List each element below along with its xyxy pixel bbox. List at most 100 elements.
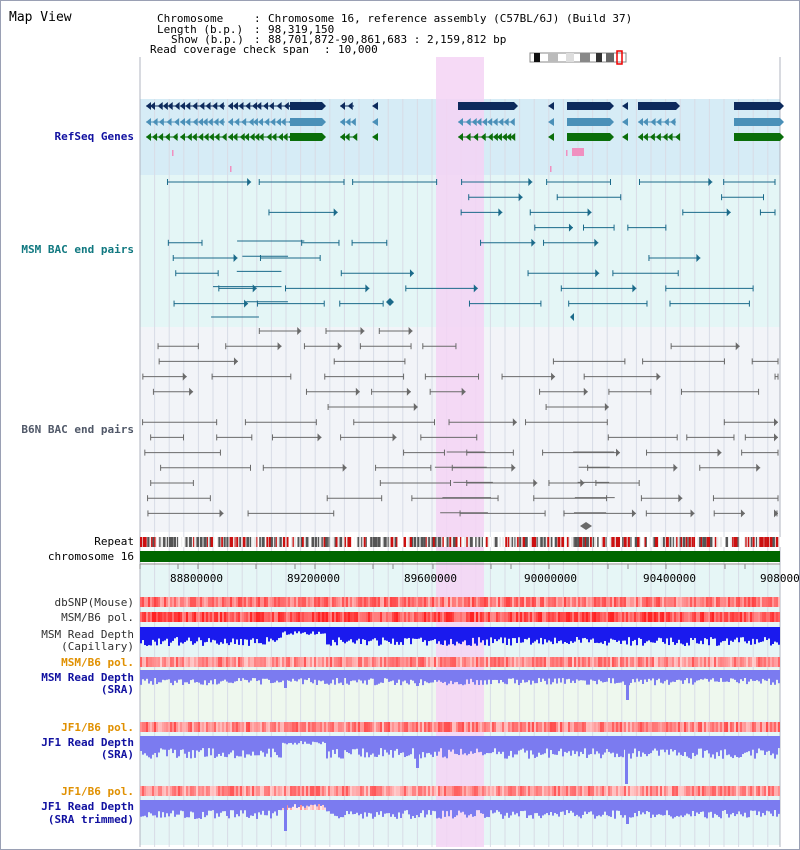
- heat-cell: [498, 597, 500, 607]
- heat-cell: [660, 786, 662, 796]
- heat-cell: [140, 786, 142, 796]
- heat-cell: [696, 657, 698, 667]
- heat-cell: [608, 597, 610, 607]
- heat-cell: [184, 657, 186, 667]
- heat-cell: [540, 786, 542, 796]
- heat-cell: [220, 612, 222, 622]
- heat-cell: [192, 786, 194, 796]
- repeat-element: [752, 537, 755, 547]
- heat-cell: [714, 597, 716, 607]
- depth-bar: [608, 627, 610, 643]
- repeat-element: [514, 537, 516, 547]
- refseq-genes-track[interactable]: [146, 102, 784, 172]
- heat-cell: [410, 722, 412, 732]
- heat-cell: [188, 722, 190, 732]
- heat-cell: [208, 657, 210, 667]
- depth-bar: [302, 670, 304, 685]
- depth-bar: [618, 800, 620, 811]
- heat-cell: [362, 597, 364, 607]
- heat-cell: [640, 657, 642, 667]
- depth-bar: [484, 627, 486, 646]
- heat-cell: [400, 657, 402, 667]
- b6n-bac-end-pairs-track[interactable]: [142, 327, 779, 530]
- depth-bar: [470, 736, 472, 752]
- depth-bar: [554, 670, 556, 679]
- depth-bar: [366, 736, 368, 753]
- heat-cell: [434, 722, 436, 732]
- heat-cell: [770, 657, 772, 667]
- heat-cell: [184, 722, 186, 732]
- heat-cell: [702, 612, 704, 622]
- heat-cell: [610, 786, 612, 796]
- heat-cell: [488, 786, 490, 796]
- repeat-element: [185, 537, 188, 547]
- heat-cell: [496, 786, 498, 796]
- depth-bar: [424, 800, 426, 818]
- depth-bar: [358, 670, 360, 680]
- depth-bar: [682, 736, 684, 756]
- heat-cell: [538, 597, 540, 607]
- depth-bar: [240, 670, 242, 681]
- depth-bar: [558, 800, 560, 817]
- heat-cell: [484, 612, 486, 622]
- heat-cell: [380, 722, 382, 732]
- depth-bar: [758, 736, 760, 749]
- heat-cell: [422, 786, 424, 796]
- heat-cell: [678, 612, 680, 622]
- gene-arrow: [198, 118, 204, 126]
- axis-tick-label: 90400000: [643, 572, 696, 585]
- heat-cell: [762, 657, 764, 667]
- heat-cell: [772, 722, 774, 732]
- heat-cell: [346, 786, 348, 796]
- depth-bar: [254, 627, 256, 644]
- heat-cell: [300, 612, 302, 622]
- gene-arrow: [232, 133, 238, 141]
- depth-bar: [568, 736, 570, 752]
- heat-cell: [168, 657, 170, 667]
- b6n-bac-label[interactable]: B6N BAC end pairs: [21, 423, 134, 436]
- depth-bar: [170, 627, 172, 643]
- heat-cell: [584, 597, 586, 607]
- depth-bar: [142, 627, 144, 641]
- msm-bac-end-pairs-track[interactable]: [166, 178, 776, 321]
- heat-cell: [268, 597, 270, 607]
- heat-cell: [730, 597, 732, 607]
- depth-bar: [292, 670, 294, 679]
- depth-bar: [724, 736, 726, 750]
- heat-cell: [686, 597, 688, 607]
- repeat-track[interactable]: [140, 537, 782, 547]
- depth-bar: [552, 670, 554, 683]
- gene-arrow: [234, 118, 240, 126]
- msm-bac-label[interactable]: MSM BAC end pairs: [21, 243, 134, 256]
- heat-cell: [354, 597, 356, 607]
- heat-cell: [312, 722, 314, 732]
- heat-cell: [486, 657, 488, 667]
- repeat-element: [344, 537, 346, 547]
- depth-bar: [662, 627, 664, 643]
- depth-bar: [768, 670, 770, 679]
- chromosome-bar[interactable]: [140, 551, 780, 562]
- heat-cell: [390, 657, 392, 667]
- refseq-genes-label[interactable]: RefSeq Genes: [54, 130, 134, 143]
- depth-bar: [754, 670, 756, 681]
- depth-bar: [270, 736, 272, 758]
- depth-bar: [648, 670, 650, 679]
- depth-bar: [176, 627, 178, 638]
- depth-bar: [252, 627, 254, 639]
- heat-cell: [202, 597, 204, 607]
- heat-cell: [740, 722, 742, 732]
- heat-cell: [322, 612, 324, 622]
- gene-arrow: [256, 102, 262, 110]
- heat-cell: [598, 612, 600, 622]
- depth-bar: [646, 800, 648, 812]
- heat-cell: [632, 657, 634, 667]
- read-depth-tracks[interactable]: [140, 627, 780, 831]
- repeat-element: [334, 537, 336, 547]
- heat-cell: [596, 722, 598, 732]
- heat-cell: [442, 722, 444, 732]
- chromosome-ideogram[interactable]: [529, 50, 627, 65]
- heat-cell: [558, 612, 560, 622]
- heat-cell: [264, 786, 266, 796]
- depth-bar: [760, 670, 762, 684]
